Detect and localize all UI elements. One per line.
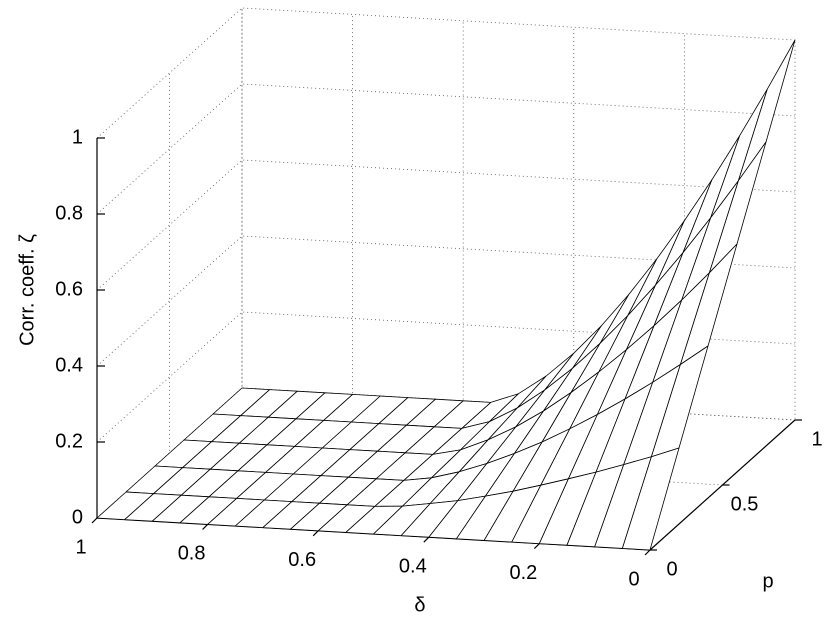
z-tick-label: 0 — [72, 506, 83, 528]
x-tick-label: 0.8 — [178, 543, 206, 565]
z-tick-label: 0.8 — [55, 202, 83, 224]
z-axis-label: Corr. coeff. ζ — [16, 234, 38, 346]
mesh-cell — [622, 447, 680, 551]
x-tick — [202, 523, 209, 530]
mesh-cell — [738, 39, 796, 182]
y-axis-label: p — [762, 570, 773, 592]
x-tick-label: 0.2 — [509, 562, 537, 584]
x-tick — [91, 517, 98, 524]
x-tick — [644, 549, 651, 556]
x-tick — [533, 543, 540, 550]
x-tick-label: 0.6 — [288, 549, 316, 571]
z-tick-label: 0.6 — [55, 278, 83, 300]
x-tick-label: 0.4 — [399, 555, 427, 577]
grid-line — [96, 7, 796, 139]
z-tick-label: 0.2 — [55, 430, 83, 452]
z-tick-label: 0.4 — [55, 354, 83, 376]
x-axis-label: δ — [414, 594, 425, 616]
x-tick-label: 0 — [628, 568, 639, 590]
grid-line — [96, 235, 796, 367]
y-tick-label: 1 — [811, 428, 822, 450]
x-tick — [423, 536, 430, 543]
x-tick-label: 1 — [75, 536, 86, 558]
y-tick-label: 0 — [666, 558, 677, 580]
grid-line — [96, 159, 796, 291]
grid-line — [96, 83, 796, 215]
x-tick — [312, 530, 319, 537]
z-tick-label: 1 — [72, 126, 83, 148]
y-tick-label: 0.5 — [731, 493, 759, 515]
